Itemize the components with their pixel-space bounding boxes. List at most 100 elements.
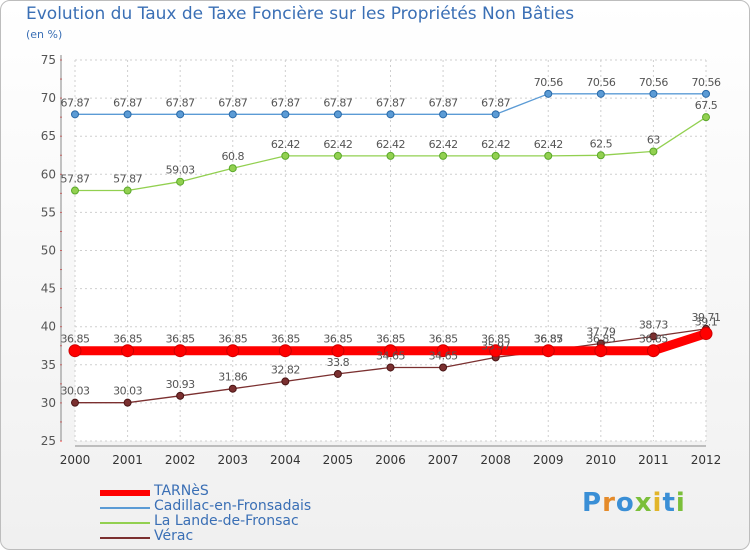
- data-point: [281, 377, 290, 386]
- data-point: [386, 110, 395, 119]
- data-label: 36.85: [481, 333, 510, 346]
- data-point: [333, 110, 342, 119]
- data-label: 36.85: [376, 333, 405, 346]
- data-point: [333, 151, 342, 160]
- data-point: [331, 344, 345, 358]
- data-label: 38.73: [639, 318, 668, 331]
- data-point: [649, 332, 658, 341]
- data-label: 60.8: [222, 150, 245, 163]
- data-label: 35.97: [481, 339, 510, 352]
- data-label: 36.85: [166, 333, 195, 346]
- y-tick-label: 55: [41, 205, 56, 219]
- x-tick-label: 2005: [323, 453, 354, 467]
- data-point: [71, 186, 79, 195]
- y-tick-label: 25: [41, 434, 56, 448]
- data-label: 39.1: [695, 316, 718, 329]
- y-tick-label: 70: [41, 91, 56, 105]
- logo-letter: i: [652, 488, 663, 518]
- logo-letter: x: [634, 488, 653, 518]
- data-label: 34.65: [429, 349, 458, 362]
- data-point: [71, 110, 79, 119]
- y-tick-label: 60: [41, 167, 56, 181]
- data-point: [491, 110, 500, 119]
- legend-label-cadillac: Cadillac-en-Fronsadais: [154, 498, 312, 514]
- data-label: 57.87: [113, 173, 142, 186]
- data-point: [228, 384, 237, 393]
- x-tick-label: 2008: [480, 453, 511, 467]
- data-point: [646, 344, 660, 358]
- data-label: 67.87: [376, 96, 405, 109]
- proxiti-logo: Proxiti: [582, 488, 686, 518]
- data-point: [439, 363, 448, 372]
- data-label: 67.5: [695, 99, 718, 112]
- data-label: 63: [647, 133, 660, 146]
- data-point: [386, 363, 395, 372]
- data-point: [123, 110, 132, 119]
- y-tick-label: 35: [41, 358, 56, 372]
- data-point: [702, 89, 710, 98]
- x-tick-label: 2012: [691, 453, 722, 467]
- legend-swatch-verac: [100, 537, 150, 539]
- data-label: 67.87: [323, 96, 352, 109]
- data-label: 34.65: [376, 349, 405, 362]
- data-point: [281, 110, 290, 119]
- x-tick-label: 2010: [586, 453, 617, 467]
- data-point: [544, 89, 553, 98]
- data-label: 36.87: [534, 333, 563, 346]
- data-point: [173, 344, 187, 358]
- y-tick-label: 65: [41, 129, 56, 143]
- x-tick-label: 2004: [270, 453, 301, 467]
- chart-title: Evolution du Taux de Taxe Foncière sur l…: [26, 4, 575, 24]
- y-tick-label: 30: [41, 396, 56, 410]
- legend-label-lalande: La Lande-de-Fronsac: [154, 513, 299, 529]
- data-point: [228, 110, 237, 119]
- data-label: 36.85: [429, 333, 458, 346]
- data-label: 36.85: [586, 333, 615, 346]
- data-label: 67.87: [481, 96, 510, 109]
- data-label: 70.56: [586, 76, 615, 89]
- value-labels: 36.85 36.85 36.85 36.85 36.85 36.85 36.85 36.85…: [61, 76, 722, 398]
- data-label: 67.87: [429, 96, 458, 109]
- data-point: [123, 398, 132, 407]
- x-tick-label: 2002: [165, 453, 196, 467]
- data-label: 67.87: [218, 96, 247, 109]
- data-label: 62.5: [590, 137, 613, 150]
- x-tick-label: 2011: [638, 453, 669, 467]
- x-tick-label: 2006: [375, 453, 406, 467]
- data-point: [278, 344, 292, 358]
- data-label: 70.56: [692, 76, 721, 89]
- data-point: [702, 113, 710, 122]
- logo-letter: P: [582, 488, 603, 518]
- x-tick-label: 2003: [217, 453, 248, 467]
- data-point: [439, 151, 448, 160]
- x-tick-label: 2001: [112, 453, 143, 467]
- data-label: 36.85: [113, 333, 142, 346]
- data-label: 36.85: [61, 333, 90, 346]
- data-label: 70.56: [534, 76, 563, 89]
- data-point: [596, 89, 605, 98]
- data-label: 31.86: [218, 371, 247, 384]
- x-tick-label: 2000: [60, 453, 91, 467]
- data-label: 36.85: [323, 333, 352, 346]
- data-point: [544, 151, 553, 160]
- y-tick-label: 50: [41, 244, 56, 258]
- legend-swatch-cadillac: [100, 507, 150, 509]
- data-label: 39.71: [692, 311, 721, 324]
- data-label: 62.42: [323, 138, 352, 151]
- legend-label-verac: Vérac: [154, 528, 194, 544]
- data-point: [439, 110, 448, 119]
- logo-letter: o: [615, 488, 635, 518]
- y-tick-label: 45: [41, 282, 56, 296]
- data-point: [68, 344, 82, 358]
- data-point: [281, 151, 290, 160]
- data-label: 67.87: [166, 96, 195, 109]
- legend-swatch-lalande: [100, 522, 150, 524]
- axes: 25 30 35 40 45 50 55 60 65 70 75 2000 2001 2002 2003 20…: [41, 53, 722, 467]
- data-label: 36.85: [271, 333, 300, 346]
- data-point: [176, 391, 185, 400]
- data-point: [649, 89, 658, 98]
- y-axis-unit-label: (en %): [26, 28, 63, 41]
- data-label: 70.56: [639, 76, 668, 89]
- data-point: [228, 164, 237, 173]
